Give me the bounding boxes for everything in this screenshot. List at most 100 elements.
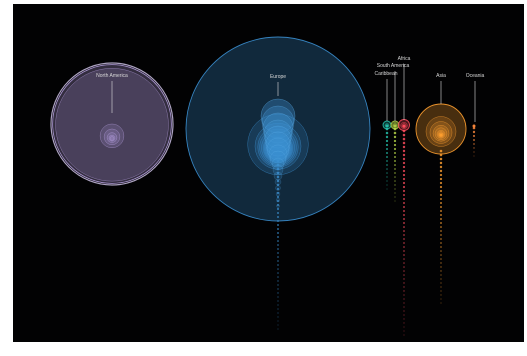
chain-dot-africa-25 [403, 230, 405, 232]
chain-dot-europe-11 [276, 203, 280, 207]
chain-dot-asia-12 [439, 197, 443, 201]
chain-dot-europe-15 [276, 219, 280, 223]
chain-dot-africa-34 [403, 266, 405, 268]
chain-dot-europe-5 [276, 179, 280, 183]
chain-dot-south-america-0 [393, 127, 397, 131]
chain-dot-south-america-3 [393, 139, 397, 143]
chain-dot-south-america-7 [393, 155, 397, 159]
chain-dot-africa-5 [402, 149, 406, 153]
chain-dot-africa-46 [403, 314, 405, 316]
chain-dot-africa-42 [403, 298, 405, 300]
chain-dot-asia-9 [439, 185, 443, 189]
chain-dot-africa-6 [402, 153, 406, 157]
bubble-north-america-6 [109, 136, 115, 141]
chain-dot-africa-11 [402, 173, 406, 177]
chain-dot-south-america-16 [394, 192, 396, 194]
chain-dot-africa-14 [402, 185, 406, 189]
chain-dot-africa-12 [402, 177, 406, 181]
chain-dot-oceania-4 [473, 143, 475, 145]
bubble-oceania-7 [472, 124, 476, 128]
chain-dot-south-america-14 [394, 184, 396, 186]
chain-dot-asia-4 [439, 165, 443, 169]
group-north-america: North America [50, 62, 174, 186]
chain-dot-asia-32 [440, 278, 442, 280]
chain-dot-south-america-15 [394, 188, 396, 190]
chain-dot-africa-8 [402, 161, 406, 165]
chain-dot-asia-23 [440, 242, 442, 244]
chain-dot-asia-16 [440, 214, 442, 216]
label-asia: Asia [436, 73, 446, 79]
chain-dot-europe-6 [276, 183, 280, 187]
chain-dot-europe-12 [276, 207, 280, 211]
chain-dot-asia-26 [440, 254, 442, 256]
chain-dot-europe-7 [276, 187, 280, 191]
chain-dot-caribbean-15 [386, 188, 388, 190]
chain-dot-africa-43 [403, 302, 405, 304]
chain-dot-africa-23 [403, 222, 405, 224]
label-north-america: North America [96, 73, 128, 79]
chain-dot-africa-3 [402, 141, 406, 145]
chain-dot-caribbean-10 [386, 168, 388, 170]
chain-dot-europe-23 [277, 252, 279, 254]
chain-dot-caribbean-2 [385, 135, 389, 139]
chain-dot-africa-17 [402, 197, 406, 201]
chain-dot-europe-37 [277, 308, 279, 310]
bubble-africa-2 [401, 123, 407, 129]
chain-dot-europe-32 [277, 288, 279, 290]
chain-dot-europe-18 [277, 232, 279, 234]
chain-dot-south-america-13 [394, 180, 396, 182]
chain-dot-africa-26 [403, 234, 405, 236]
chain-dot-africa-45 [403, 310, 405, 312]
chain-dot-africa-32 [403, 258, 405, 260]
chain-dot-asia-30 [440, 270, 442, 272]
chain-dot-europe-26 [277, 264, 279, 266]
chain-dot-europe-27 [277, 268, 279, 270]
chain-dot-caribbean-11 [386, 172, 388, 174]
chain-dot-caribbean-0 [385, 127, 389, 131]
chain-dot-asia-22 [440, 238, 442, 240]
chain-dot-africa-40 [403, 290, 405, 292]
chain-dot-asia-36 [440, 294, 442, 296]
bubble-chart: North America Europe Caribbean South Americ… [50, 36, 485, 336]
bubble-europe-stream-2 [262, 112, 294, 144]
chain-dot-europe-40 [277, 320, 279, 322]
chain-dot-asia-14 [439, 205, 443, 209]
chain-dot-europe-25 [277, 260, 279, 262]
bubble-africa-17 [402, 124, 406, 128]
chain-dot-africa-20 [403, 210, 405, 212]
chain-dot-asia-21 [440, 234, 442, 236]
chain-dot-africa-7 [402, 157, 406, 161]
chain-dot-asia-37 [440, 298, 442, 300]
chain-dot-africa-27 [403, 238, 405, 240]
chain-dot-oceania-5 [473, 147, 475, 149]
chain-dot-asia-0 [439, 149, 443, 153]
chain-dot-south-america-5 [393, 147, 397, 151]
chain-dot-africa-44 [403, 306, 405, 308]
chain-dot-africa-4 [402, 145, 406, 149]
chain-dot-south-america-1 [393, 131, 397, 135]
chain-dot-asia-31 [440, 274, 442, 276]
chain-dot-asia-10 [439, 189, 443, 193]
chain-dot-africa-18 [402, 201, 406, 205]
chain-dot-africa-31 [403, 254, 405, 256]
chain-dot-oceania-7 [473, 155, 475, 157]
chain-dot-africa-0 [402, 129, 406, 133]
chain-dot-europe-42 [277, 328, 279, 330]
chain-dot-europe-8 [276, 191, 280, 195]
chain-dot-caribbean-13 [386, 180, 388, 182]
chain-dot-asia-8 [439, 181, 443, 185]
chain-dot-caribbean-6 [386, 152, 388, 154]
chain-dot-south-america-18 [394, 200, 396, 202]
chain-dot-europe-16 [277, 224, 279, 226]
bubble-north-america-1 [55, 68, 169, 182]
group-south-america: South America [377, 63, 409, 202]
chain-dot-caribbean-3 [385, 139, 389, 143]
chain-dot-oceania-2 [472, 134, 476, 138]
chain-dot-africa-1 [402, 133, 406, 137]
chain-dot-oceania-3 [473, 139, 475, 141]
chain-dot-africa-15 [402, 189, 406, 193]
chain-dot-asia-11 [439, 193, 443, 197]
chain-dot-oceania-6 [473, 151, 475, 153]
chain-dot-asia-19 [440, 226, 442, 228]
chain-dot-asia-38 [440, 302, 442, 304]
